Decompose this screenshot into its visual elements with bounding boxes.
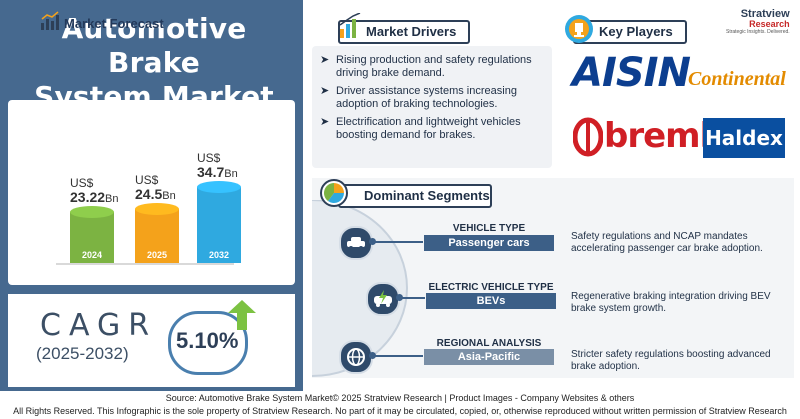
footer-source: Source: Automotive Brake System Market© … [165,393,635,403]
chart-icon [41,11,59,30]
driver-item-3: ➤ Electrification and lightweight vehicl… [320,116,521,141]
footer-rights: All Rights Reserved. This Infographic is… [13,406,787,416]
forecast-bar-2025: 2025 [135,203,179,263]
segment-type-1: VEHICLE TYPE [452,223,526,234]
segments-title: Dominant Segments [364,188,490,203]
cagr-badge [168,311,248,375]
bar-year-label: 2032 [208,250,230,260]
bar-year-label: 2025 [146,250,168,260]
bar-year-label: 2024 [81,250,103,260]
segment-desc-3: Stricter safety regulations boosting adv… [571,349,771,372]
bar-cap [197,181,241,193]
segment-dot [396,294,403,301]
bar-cap [70,206,114,218]
bar-currency: US$ [197,151,221,165]
arrow-icon: ➤ [320,116,330,128]
brand-tagline: Strategic Insights. Delivered. [726,29,790,35]
brembo-icon [573,117,603,157]
logo-haldex: Haldex [703,118,785,158]
cagr-years: (2025-2032) [36,344,129,363]
arrow-icon: ➤ [320,85,330,97]
bar-cap [135,203,179,215]
segment-connector [400,297,425,299]
bar-number: 24.5 [135,186,163,202]
segment-connector [373,355,423,357]
drivers-box [312,46,552,168]
segment-type-2: ELECTRIC VEHICLE TYPE [428,282,554,293]
forecast-bar-2024: 2024 [70,206,114,263]
arrow-up-icon [228,300,256,330]
bar-currency: US$ [135,173,159,187]
segments-icon [320,179,348,207]
segment-dot [369,238,376,245]
driver-item-1: ➤ Rising production and safety regulatio… [320,54,532,79]
segment-desc-2: Regenerative braking integration driving… [571,291,771,314]
segment-type-3: REGIONAL ANALYSIS [436,338,542,349]
globe-icon [339,340,373,374]
bar-currency: US$ [70,176,94,190]
forecast-title: Market Forecast [64,16,164,31]
car-icon [339,226,373,260]
brand-logo: Stratview Research Strategic Insights. D… [726,8,790,35]
segment-desc-1: Safety regulations and NCAP mandates acc… [571,231,763,254]
bar-number: 34.7 [197,164,225,180]
segment-connector [373,241,423,243]
brand-sub: Research [749,19,790,29]
arrow-icon: ➤ [320,54,330,66]
trophy-icon [565,15,593,43]
brand-name: Stratview [740,8,790,20]
players-title: Key Players [599,24,673,39]
segments-tag: Dominant Segments [338,184,492,208]
growth-chart-icon [339,13,361,38]
drivers-tag: Market Drivers [338,20,470,44]
logo-continental: Continental [688,68,786,90]
ev-icon [366,282,400,316]
bar-number: 23.22 [70,189,106,205]
bar-value-label: US$ 23.22Bn [70,176,150,206]
segment-value-3: Asia-Pacific [424,349,554,365]
bar-unit: Bn [224,168,238,180]
driver-item-2: ➤ Driver assistance systems increasing a… [320,85,517,110]
bar-value-label: US$ 34.7Bn [197,151,277,181]
logo-aisin: AISIN [572,50,691,96]
bar-unit: Bn [162,190,176,202]
cagr-label: CAGR [40,308,158,343]
forecast-baseline [56,263,234,265]
title-line-1: Automotive Brake [61,12,247,79]
forecast-bar-2032: 2032 [197,181,241,263]
bar-value-label: US$ 24.5Bn [135,173,215,203]
segment-value-2: BEVs [426,293,556,309]
drivers-title: Market Drivers [366,24,457,39]
segment-value-1: Passenger cars [424,235,554,251]
segment-dot [369,352,376,359]
cagr-value: 5.10% [176,328,239,353]
bar-unit: Bn [105,193,119,205]
